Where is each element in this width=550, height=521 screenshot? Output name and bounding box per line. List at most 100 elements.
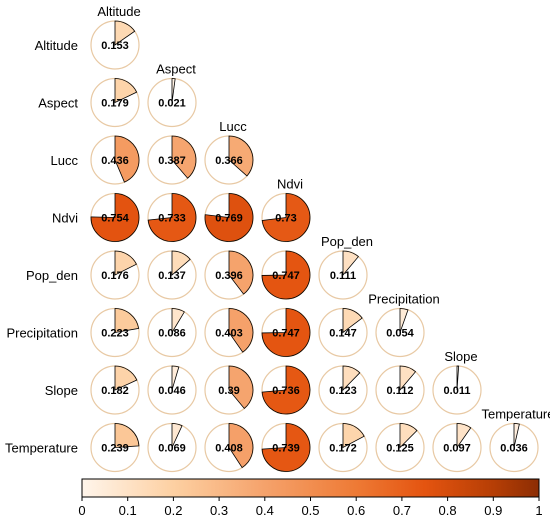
- pie-cell-temperature-altitude: 0.239: [90, 422, 140, 473]
- pie-cell-precipitation-aspect: 0.086: [147, 307, 197, 358]
- value-label: 0.769: [215, 213, 243, 225]
- row-label-altitude: Altitude: [35, 38, 78, 53]
- pie-wedge: [228, 423, 254, 469]
- value-label: 0.036: [500, 443, 528, 455]
- pie-cell-ndvi-lucc: 0.769: [204, 192, 254, 243]
- pie-wedge: [171, 78, 176, 103]
- value-label: 0.179: [101, 98, 129, 110]
- value-label: 0.021: [158, 98, 186, 110]
- value-label: 0.112: [387, 385, 414, 397]
- pie-cell-pop_den-aspect: 0.137: [147, 250, 197, 300]
- pie-wedge: [399, 365, 417, 392]
- value-label: 0.153: [101, 40, 129, 52]
- value-label: 0.403: [215, 328, 243, 340]
- pie-wedge: [456, 423, 472, 449]
- pie-cell-temperature-ndvi: 0.739: [261, 422, 311, 473]
- row-label-precipitation: Precipitation: [6, 326, 78, 341]
- value-label: 0.097: [443, 443, 471, 455]
- pie-wedge: [171, 308, 185, 334]
- pie-wedge: [261, 423, 311, 472]
- value-label: 0.111: [330, 270, 356, 282]
- pie-cell-precipitation-ndvi: 0.747: [261, 307, 311, 358]
- value-label: 0.137: [158, 270, 186, 282]
- pie-wedge: [342, 250, 359, 277]
- pie-wedge: [114, 20, 136, 46]
- pie-wedge: [114, 250, 137, 276]
- colorbar-tick-label: 1: [535, 503, 542, 518]
- value-label: 0.436: [101, 155, 129, 167]
- value-label: 0.387: [158, 155, 186, 167]
- pie-wedge: [342, 308, 363, 334]
- colorbar-tick-label: 0: [78, 503, 85, 518]
- pie-cell-ndvi-aspect: 0.733: [147, 192, 197, 243]
- value-label: 0.754: [101, 213, 129, 225]
- pie-cell-lucc-lucc: 0.366: [204, 135, 254, 185]
- pie-wedge: [228, 250, 254, 295]
- colorbar-ticks: 0 0.1 0.2 0.3 0.4 0.5 0.6 0.7 0.8 0.9 1: [78, 497, 543, 518]
- pie-wedge: [147, 193, 197, 242]
- pie-cell-temperature-lucc: 0.408: [204, 422, 254, 473]
- pie-wedge: [228, 365, 254, 410]
- value-label: 0.172: [329, 443, 357, 455]
- pie-wedge: [171, 423, 183, 448]
- value-label: 0.73: [275, 213, 296, 225]
- pie-wedge: [114, 135, 140, 183]
- pie-wedge: [261, 308, 311, 357]
- pie-wedge: [114, 78, 138, 104]
- colorbar: 0 0.1 0.2 0.3 0.4 0.5 0.6 0.7 0.8 0.9 1: [78, 478, 543, 518]
- value-label: 0.223: [101, 328, 129, 340]
- column-label-slope: Slope: [444, 349, 477, 364]
- value-label: 0.147: [329, 328, 357, 340]
- pie-wedge: [261, 193, 311, 242]
- pie-wedge: [171, 250, 191, 276]
- pie-cell-slope-ndvi: 0.736: [261, 365, 311, 415]
- value-label: 0.739: [272, 443, 300, 455]
- row-label-ndvi: Ndvi: [52, 211, 78, 226]
- value-label: 0.408: [215, 443, 243, 455]
- value-label: 0.733: [158, 213, 186, 225]
- row-label-pop_den: Pop_den: [26, 268, 78, 283]
- colorbar-gradient: [81, 478, 540, 498]
- pie-wedge: [513, 423, 520, 448]
- row-label-lucc: Lucc: [51, 153, 79, 168]
- pie-cell-slope-altitude: 0.182: [90, 365, 140, 415]
- pie-wedge: [171, 135, 197, 179]
- pie-wedge: [114, 423, 140, 448]
- colorbar-tick-label: 0.3: [210, 503, 228, 518]
- value-label: 0.069: [158, 443, 186, 455]
- pie-wedge: [228, 135, 254, 177]
- colorbar-tick-label: 0.8: [439, 503, 457, 518]
- colorbar-tick-label: 0.7: [393, 503, 411, 518]
- pie-cells: 0.153 0.179 0.021 0.436 0.387 0.366 0.754 0.733…: [90, 20, 539, 473]
- colorbar-tick-label: 0.4: [256, 503, 274, 518]
- pie-cell-temperature-precipitation: 0.125: [375, 422, 425, 473]
- pie-wedge: [342, 365, 361, 391]
- pie-cell-altitude-altitude: 0.153: [90, 20, 140, 70]
- pie-wedge: [456, 365, 460, 391]
- column-label-lucc: Lucc: [219, 119, 247, 134]
- pie-wedge: [114, 365, 138, 391]
- pie-cell-pop_den-ndvi: 0.747: [261, 250, 311, 300]
- value-label: 0.747: [272, 328, 300, 340]
- value-label: 0.396: [215, 270, 243, 282]
- pie-cell-slope-precipitation: 0.112: [375, 365, 425, 415]
- value-label: 0.747: [272, 270, 300, 282]
- pie-wedge: [342, 423, 365, 449]
- pie-cell-precipitation-pop_den: 0.147: [318, 307, 368, 358]
- pie-wedge: [204, 193, 254, 242]
- column-label-altitude: Altitude: [97, 4, 140, 19]
- value-label: 0.011: [444, 385, 471, 397]
- column-label-ndvi: Ndvi: [277, 177, 303, 192]
- value-label: 0.366: [215, 155, 243, 167]
- value-label: 0.046: [158, 385, 186, 397]
- pie-cell-temperature-temperature: 0.036: [489, 422, 539, 473]
- pie-cell-precipitation-lucc: 0.403: [204, 307, 254, 358]
- row-label-slope: Slope: [45, 383, 78, 398]
- pie-wedge: [228, 308, 254, 353]
- column-label-precipitation: Precipitation: [368, 292, 440, 307]
- pie-cell-pop_den-lucc: 0.396: [204, 250, 254, 300]
- pie-cell-slope-pop_den: 0.123: [318, 365, 368, 415]
- pie-cell-ndvi-altitude: 0.754: [90, 192, 140, 243]
- pie-cell-precipitation-precipitation: 0.054: [375, 307, 425, 358]
